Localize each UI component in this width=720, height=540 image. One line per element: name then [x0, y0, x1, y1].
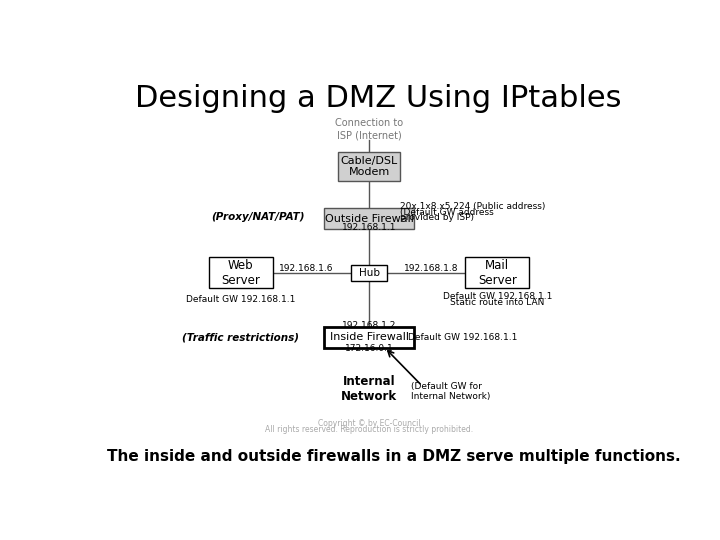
- Text: Inside Firewall: Inside Firewall: [330, 332, 408, 342]
- Text: Copyright © by EC-Council: Copyright © by EC-Council: [318, 418, 420, 428]
- FancyBboxPatch shape: [209, 257, 273, 288]
- Text: Connection to
ISP (Internet): Connection to ISP (Internet): [335, 118, 403, 140]
- FancyBboxPatch shape: [324, 327, 413, 348]
- Text: 192.168.1.2: 192.168.1.2: [342, 321, 396, 330]
- Text: (Proxy/NAT/PAT): (Proxy/NAT/PAT): [212, 212, 305, 221]
- Text: Web
Server: Web Server: [221, 259, 260, 287]
- Text: Designing a DMZ Using IPtables: Designing a DMZ Using IPtables: [135, 84, 621, 112]
- FancyBboxPatch shape: [465, 257, 529, 288]
- Text: Cable/DSL
Modem: Cable/DSL Modem: [341, 156, 397, 178]
- Text: (Default GW for
Internal Network): (Default GW for Internal Network): [411, 381, 490, 401]
- Text: 172.16.0.1: 172.16.0.1: [345, 344, 393, 353]
- FancyBboxPatch shape: [324, 208, 413, 229]
- FancyBboxPatch shape: [351, 265, 387, 281]
- Text: (Default GW address: (Default GW address: [400, 208, 493, 217]
- Text: Default GW 192.168.1.1: Default GW 192.168.1.1: [408, 333, 518, 342]
- Text: 20x.1x8.x5.224 (Public address): 20x.1x8.x5.224 (Public address): [400, 201, 545, 211]
- FancyBboxPatch shape: [338, 152, 400, 181]
- Text: 192.168.1.6: 192.168.1.6: [279, 264, 334, 273]
- Text: Hub: Hub: [359, 268, 379, 278]
- Text: (Traffic restrictions): (Traffic restrictions): [182, 332, 300, 342]
- Text: 192.168.1.8: 192.168.1.8: [404, 264, 459, 273]
- Text: Default GW 192.168.1.1: Default GW 192.168.1.1: [186, 295, 295, 304]
- Text: 192.168.1.1: 192.168.1.1: [342, 224, 396, 232]
- Text: The inside and outside firewalls in a DMZ serve multiple functions.: The inside and outside firewalls in a DM…: [107, 449, 680, 464]
- Text: Static route into LAN: Static route into LAN: [450, 298, 544, 307]
- Text: Mail
Server: Mail Server: [478, 259, 517, 287]
- Text: provided by ISP): provided by ISP): [400, 213, 474, 222]
- Text: Internal
Network: Internal Network: [341, 375, 397, 403]
- Text: Outside Firewall: Outside Firewall: [325, 214, 413, 224]
- Text: All rights reserved. Reproduction is strictly prohibited.: All rights reserved. Reproduction is str…: [265, 424, 473, 434]
- Text: Default GW 192.168.1.1: Default GW 192.168.1.1: [443, 292, 552, 301]
